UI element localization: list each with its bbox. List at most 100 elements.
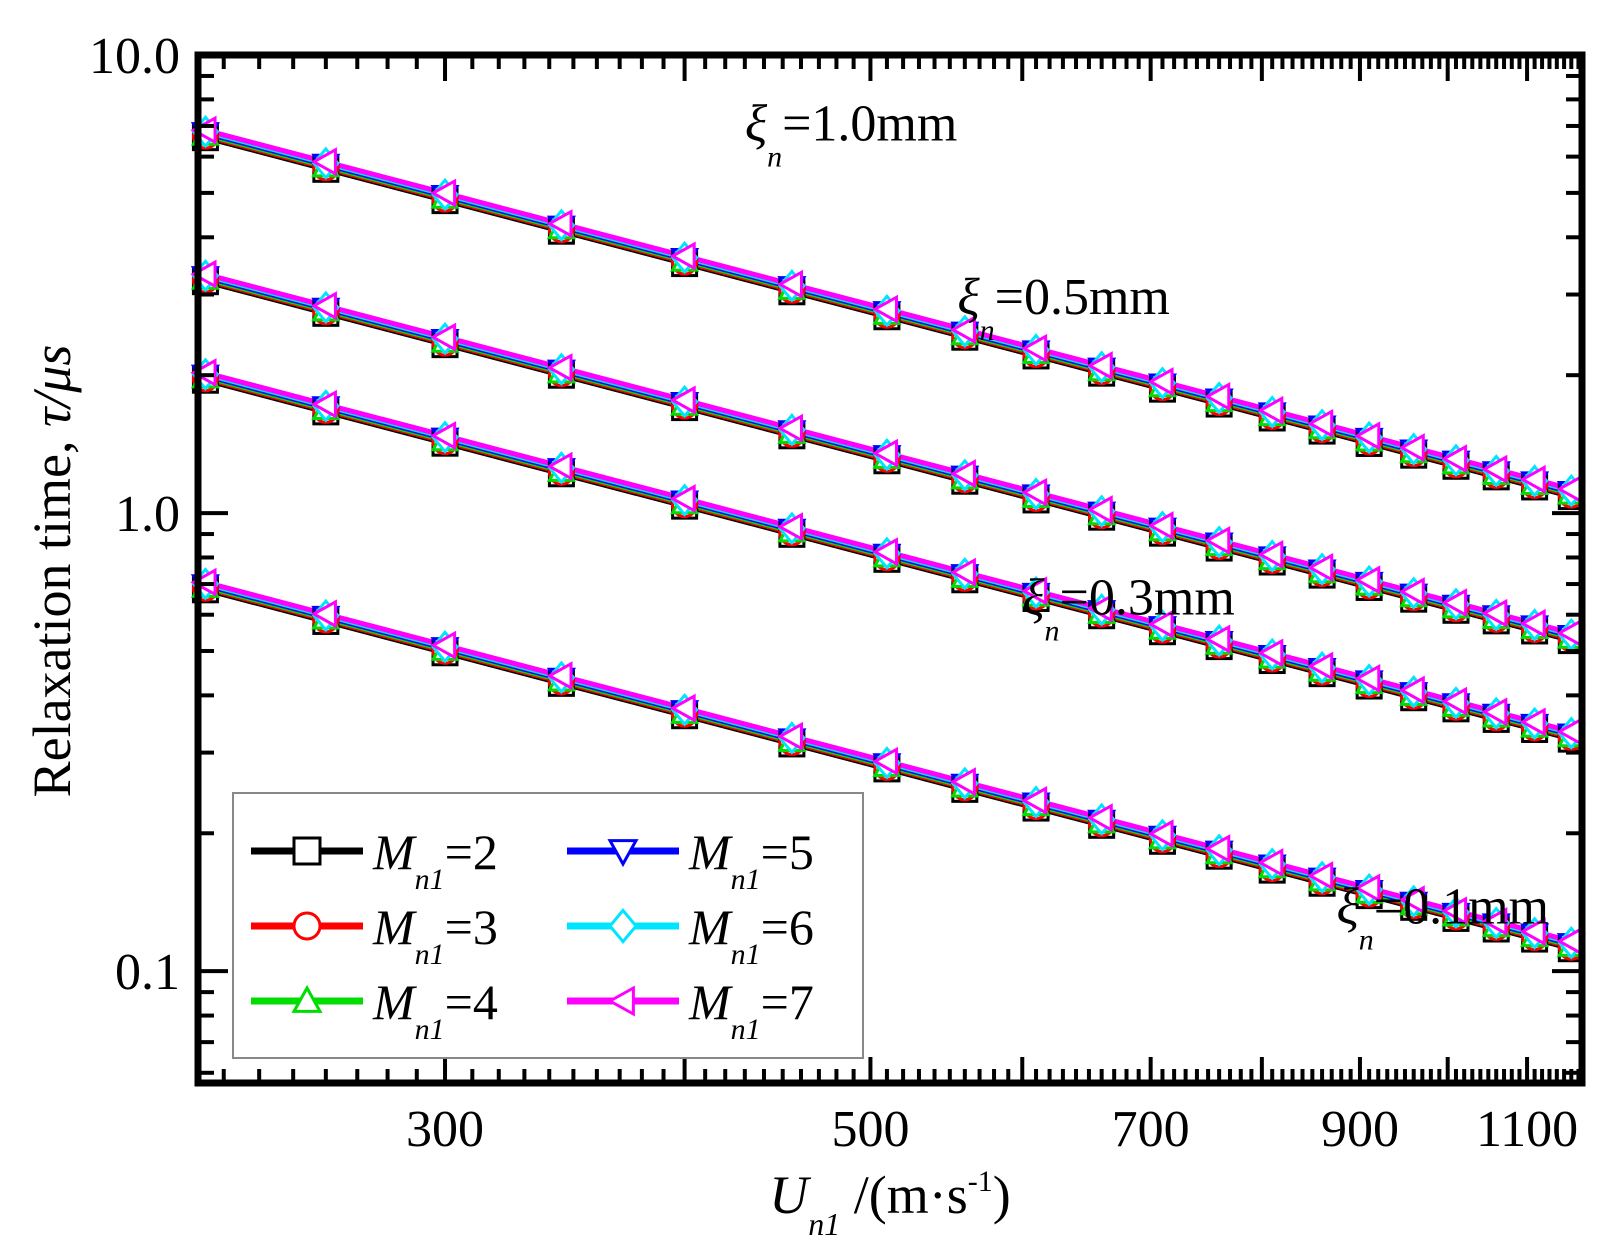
data-point-M7-xi-1-14 [1354,421,1381,451]
data-point-M7-xi-0.1-10 [1147,819,1174,849]
data-point-M7-xi-0.1-17 [1481,906,1508,937]
data-point-M7-xi-0.3-15 [1398,675,1425,705]
x-axis-label: Un1 /(m·s-1) [769,1165,1010,1240]
data-point-M7-xi-1-10 [1147,367,1174,397]
curve-label-2: ξn=0.3mm [1022,570,1235,648]
data-point-M7-xi-0.1-1 [310,599,337,629]
data-point-M7-xi-0.1-11 [1204,834,1231,864]
legend-entry-M4: Mn1=4 [251,974,498,1046]
data-point-M7-xi-0.5-11 [1204,526,1231,556]
data-point-M7-xi-0.3-2 [429,421,457,451]
curve-group-xi-0.3 [190,357,1586,753]
data-point-M7-xi-0.1-15 [1398,885,1425,915]
legend-entry-M5: Mn1=5 [567,824,814,896]
data-point-M7-xi-0.1-9 [1086,803,1113,833]
data-point-M7-xi-0.5-17 [1481,598,1508,628]
data-point-M7-xi-0.5-5 [776,413,803,443]
legend-entry-M6: Mn1=6 [567,899,814,971]
data-point-M7-xi-0.3-9 [1086,593,1113,623]
data-point-M7-xi-0.5-16 [1440,588,1468,618]
data-point-M7-xi-0.5-10 [1147,511,1174,541]
data-point-M7-xi-0.3-14 [1354,663,1381,694]
data-point-M7-xi-1-15 [1398,433,1425,463]
data-point-M7-xi-0.3-16 [1440,686,1468,716]
data-point-M7-xi-0.1-6 [871,746,899,776]
data-point-M7-xi-0.5-3 [546,353,573,383]
data-point-M7-xi-0.5-2 [429,322,457,352]
data-point-M7-xi-0.1-4 [669,693,696,723]
legend-label: Mn1=7 [688,974,814,1046]
curve-label-3: ξn=0.1mm [1336,879,1549,957]
data-point-M7-xi-1-16 [1440,444,1468,474]
data-point-M7-xi-1-9 [1086,351,1113,381]
curve-annotations: ξn=1.0mm ξn=0.5mm ξn=0.3mm ξn=0.1mm [745,96,1549,957]
data-point-M7-xi-1-18 [1519,464,1546,494]
data-point-M7-xi-1-17 [1481,454,1508,484]
data-point-M7-xi-0.5-13 [1307,553,1334,583]
data-point-M7-xi-0.5-15 [1398,577,1425,607]
legend-entry-M3: Mn1=3 [251,899,498,971]
legend-label: Mn1=5 [688,824,814,896]
data-point-M7-xi-0.1-3 [546,661,573,691]
legend-marker [292,836,322,866]
data-point-M7-xi-0.3-13 [1307,651,1334,681]
data-point-M7-xi-0.3-7 [949,557,976,587]
data-point-M7-xi-0.5-14 [1354,565,1381,595]
data-point-M7-xi-0.1-18 [1519,917,1546,947]
data-point-M7-xi-0.1-5 [776,721,803,751]
data-point-M7-xi-0.1-16 [1440,896,1468,926]
data-point-M7-xi-1-11 [1204,381,1231,412]
data-point-M7-xi-0.5-12 [1257,539,1284,570]
legend-entry-M2: Mn1=2 [251,824,498,896]
curve-label-1: ξn=0.5mm [957,269,1170,347]
axis-labels: Un1 /(m·s-1) Relaxation time, τ/μs [22,345,1011,1240]
legend-marker [608,908,638,944]
data-point-M7-xi-0.1-12 [1257,848,1284,878]
series-layer [190,114,1586,963]
data-point-M7-xi-0.5-18 [1519,608,1546,639]
legend-marker [292,911,322,941]
legend-label: Mn1=6 [688,899,814,971]
data-point-M7-xi-0.5-9 [1086,495,1113,525]
legend-label: Mn1=3 [372,899,498,971]
legend-marker [291,984,323,1013]
data-point-M7-xi-0.3-3 [546,451,573,481]
x-tick-label: 300 [406,1101,484,1158]
legend-marker [607,839,639,868]
data-point-M7-xi-1-4 [669,241,696,271]
data-point-M7-xi-0.5-4 [669,385,696,415]
data-point-M7-xi-0.1-13 [1307,861,1334,891]
data-point-M7-xi-1-1 [310,147,337,177]
data-point-M7-xi-0.3-18 [1519,707,1546,737]
plot-border [194,51,1586,1087]
data-point-M7-xi-1-13 [1307,409,1334,439]
data-point-M7-xi-0.3-4 [669,484,696,514]
axis-ticks: 300 500 700 900 1100 0.1 1.0 10.0 [89,28,1582,1158]
data-point-M7-xi-1-7 [949,315,976,345]
legend-label: Mn1=2 [372,824,498,896]
y-tick-label: 0.1 [115,944,180,1001]
legend-marker [606,985,635,1017]
data-point-M7-xi-0.3-6 [871,537,899,567]
data-point-M7-xi-0.1-2 [429,630,457,660]
data-point-M7-xi-0.3-1 [310,389,337,419]
curve-group-xi-1 [190,114,1586,511]
data-point-M7-xi-1-6 [871,294,899,324]
x-tick-label: 700 [1112,1101,1190,1158]
y-tick-label: 10.0 [89,28,180,85]
curve-group-xi-0.5 [190,258,1586,655]
x-tick-label: 500 [831,1101,909,1158]
legend-entry-M7: Mn1=7 [567,974,814,1046]
y-axis-label: Relaxation time, τ/μs [22,345,82,798]
data-point-M7-xi-0.5-6 [871,438,899,468]
data-point-M7-xi-1-8 [1020,333,1048,363]
data-point-M7-xi-0.3-5 [776,512,803,542]
data-point-M7-xi-1-2 [429,178,457,208]
data-point-M7-xi-0.5-8 [1020,477,1048,507]
data-point-M7-xi-0.3-10 [1147,609,1174,639]
data-point-M7-xi-0.3-8 [1020,576,1048,606]
x-tick-label: 900 [1321,1101,1399,1158]
data-point-M7-xi-0.5-1 [310,291,337,321]
